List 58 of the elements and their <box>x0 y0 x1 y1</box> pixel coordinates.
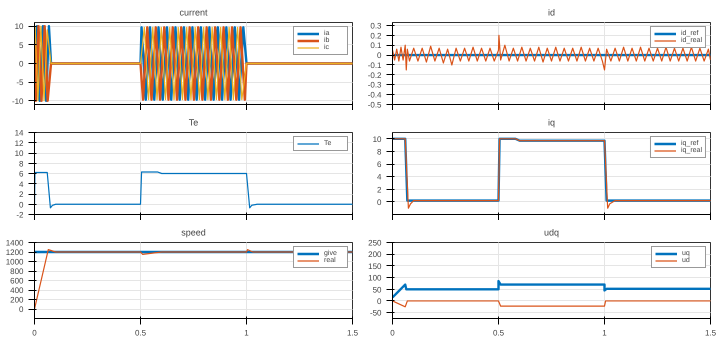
chart-title: Te <box>188 118 198 128</box>
y-tick-label: 0 <box>377 51 382 60</box>
y-tick-label: 250 <box>368 238 382 248</box>
y-tick-label: 600 <box>10 276 24 286</box>
y-tick-label: -2 <box>16 210 24 220</box>
y-tick-label: 2 <box>19 190 24 199</box>
x-tick-label: 0.5 <box>134 328 147 338</box>
y-tick-label: -10 <box>12 96 24 106</box>
y-tick-label: 0.1 <box>370 41 382 50</box>
y-tick-label: 150 <box>368 262 382 271</box>
x-tick-label: 0 <box>32 328 38 338</box>
x-tick-label: 1.5 <box>704 328 717 338</box>
y-tick-label: 4 <box>19 180 24 189</box>
y-tick-label: 1200 <box>6 248 24 257</box>
y-tick-label: -50 <box>370 308 382 318</box>
y-tick-label: -5 <box>16 78 24 88</box>
y-tick-label: 4 <box>377 172 382 182</box>
x-tick-label: 0.5 <box>492 328 505 338</box>
y-tick-label: 6 <box>377 160 382 170</box>
y-tick-label: 8 <box>19 159 24 168</box>
y-tick-label: 1000 <box>6 258 24 266</box>
y-tick-label: 0 <box>19 60 24 68</box>
y-tick-label: -0.4 <box>368 90 382 100</box>
y-tick-label: 0 <box>377 296 382 306</box>
y-tick-label: 2 <box>377 185 382 194</box>
y-tick-label: 10 <box>14 22 24 32</box>
chart-title: iq <box>548 118 556 128</box>
y-tick-label: 0.2 <box>370 31 382 40</box>
y-tick-label: -0.1 <box>368 60 382 70</box>
y-tick-label: 10 <box>14 149 24 158</box>
y-tick-label: 200 <box>368 250 382 260</box>
x-tick-label: 1.5 <box>346 328 359 338</box>
x-tick-label: 1 <box>244 328 250 338</box>
y-tick-label: 1400 <box>6 238 24 248</box>
y-tick-label: 10 <box>372 134 382 144</box>
y-tick-label: 0 <box>377 198 382 207</box>
y-tick-label: -0.2 <box>368 70 382 80</box>
chart-title: current <box>179 8 208 18</box>
y-tick-label: 200 <box>10 296 24 304</box>
x-tick-label: 0 <box>390 328 396 338</box>
y-tick-label: 100 <box>368 274 382 283</box>
y-tick-label: 50 <box>372 285 382 294</box>
y-tick-label: -0.3 <box>368 80 382 90</box>
y-tick-label: 0 <box>19 200 24 210</box>
y-tick-label: 14 <box>14 128 24 138</box>
chart-title: speed <box>181 228 206 238</box>
y-tick-label: 8 <box>377 147 382 156</box>
chart-title: id <box>548 8 556 18</box>
y-tick-label: 12 <box>14 138 24 148</box>
x-tick-label: 1 <box>602 328 608 338</box>
y-tick-label: 0 <box>19 305 24 314</box>
y-tick-label: 400 <box>10 286 24 295</box>
y-tick-label: 800 <box>10 267 24 276</box>
y-tick-label: 0.3 <box>370 21 382 30</box>
y-tick-label: 6 <box>19 170 24 178</box>
chart-title: udq <box>544 228 560 238</box>
y-tick-label: 5 <box>19 40 24 50</box>
y-tick-label: -0.5 <box>368 100 382 110</box>
